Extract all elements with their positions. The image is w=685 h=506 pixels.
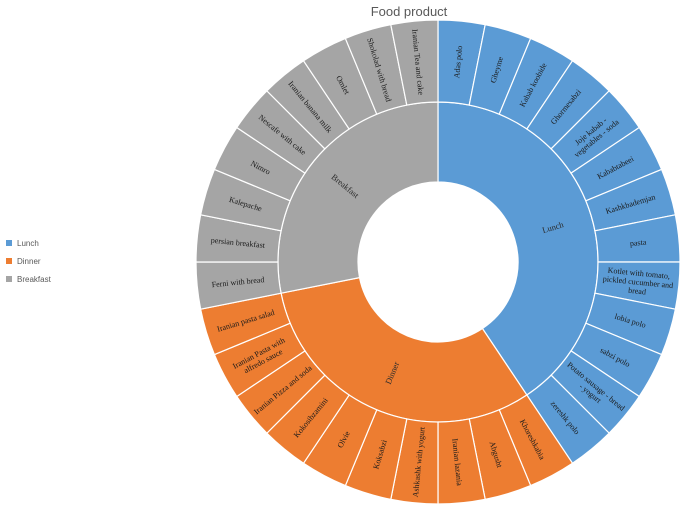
item-label-pasta: pasta: [629, 237, 647, 248]
legend-swatch-breakfast: [6, 276, 12, 282]
item-label-adas-polo: Adas polo: [452, 45, 464, 78]
legend-swatch-lunch: [6, 240, 12, 246]
item-slice-iranian-tea-and-cake: [390, 19, 439, 106]
legend-swatch-dinner: [6, 258, 12, 264]
legend-label-dinner: Dinner: [17, 257, 41, 266]
sunburst-rings: [195, 19, 681, 505]
legend-label-lunch: Lunch: [17, 239, 39, 248]
legend-label-breakfast: Breakfast: [17, 275, 52, 284]
chart-title: Food product: [371, 4, 448, 19]
legend: Lunch Dinner Breakfast: [6, 239, 52, 284]
